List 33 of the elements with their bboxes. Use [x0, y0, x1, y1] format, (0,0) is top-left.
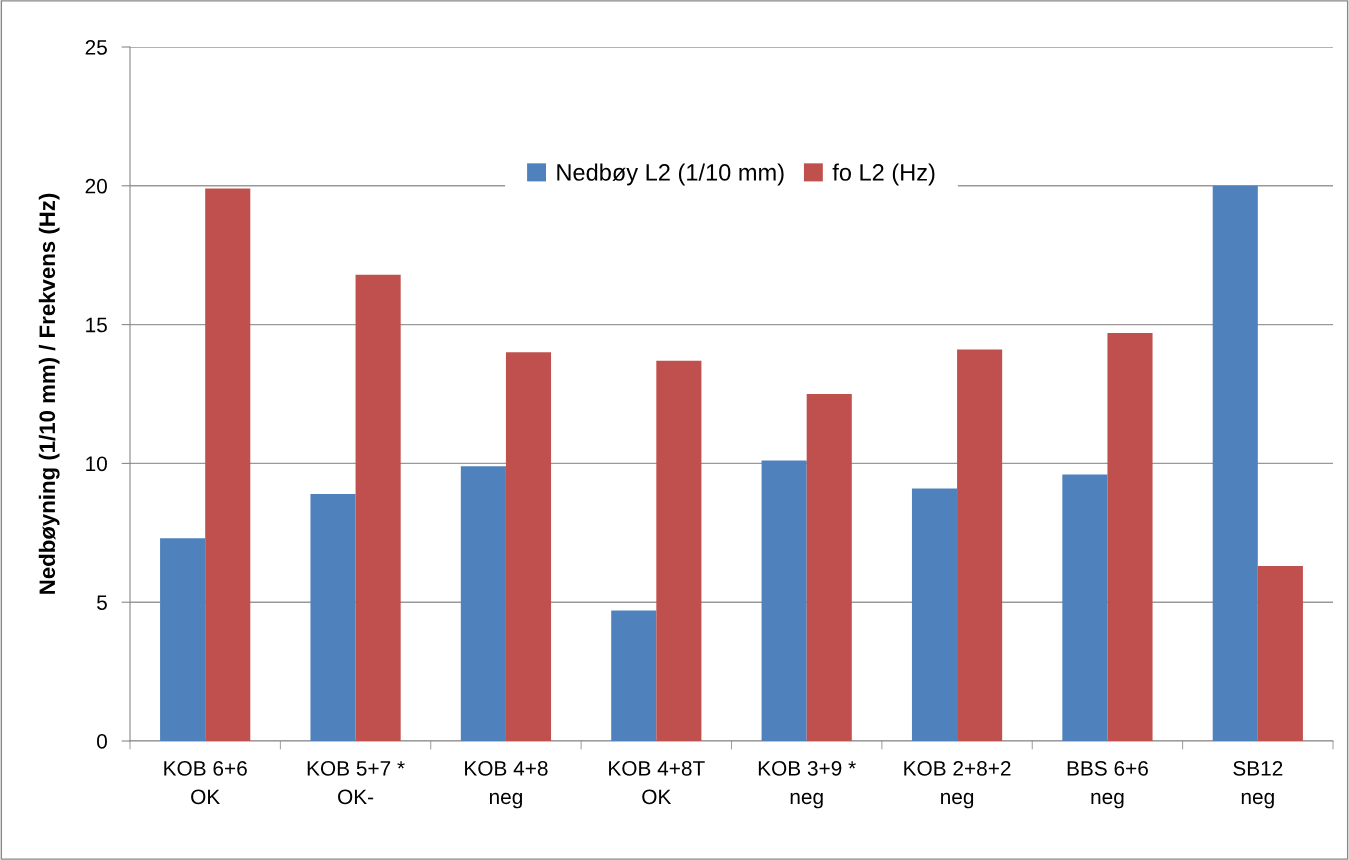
- bar: [1212, 185, 1258, 741]
- y-tick-label: 10: [86, 456, 107, 472]
- legend-label: Nedbøy L2 (1/10 mm): [557, 163, 784, 186]
- y-axis-title: Nedbøyning (1/10 mm) / Frekvens (Hz): [38, 193, 60, 594]
- x-tick-label: KOB 6+6 OK: [164, 760, 247, 805]
- x-tick-label: KOB 3+9 * neg: [758, 760, 856, 809]
- bar: [957, 349, 1003, 741]
- x-tick-label: KOB 5+7 * OK-: [307, 760, 405, 805]
- bar: [806, 394, 852, 741]
- bar: [911, 488, 958, 741]
- x-tick-label: BBS 6+6 neg: [1067, 760, 1148, 809]
- bar: [1107, 332, 1153, 741]
- x-tick-label: KOB 2+8+2 neg: [904, 760, 1011, 809]
- bar: [761, 460, 807, 741]
- y-tick-label: 5: [97, 595, 107, 610]
- y-tick-label: 20: [85, 178, 107, 194]
- bar: [1062, 474, 1108, 741]
- y-tick-label: 25: [85, 40, 107, 55]
- legend-label: fo L2 (Hz): [832, 163, 935, 186]
- bar: [160, 538, 206, 741]
- bar: [505, 352, 552, 741]
- bar: [611, 610, 657, 741]
- x-tick-label: KOB 4+8 neg: [465, 760, 548, 809]
- bar: [460, 466, 506, 741]
- y-tick-label: 0: [97, 734, 107, 749]
- x-tick-label: SB12 neg: [1233, 760, 1283, 809]
- bar: [1257, 566, 1303, 741]
- bar: [310, 493, 356, 741]
- bar: [355, 274, 401, 741]
- bar: [656, 360, 702, 741]
- x-tick-label: KOB 4+8T OK: [609, 760, 705, 805]
- bar: [205, 188, 251, 741]
- y-tick-label: 15: [86, 317, 107, 333]
